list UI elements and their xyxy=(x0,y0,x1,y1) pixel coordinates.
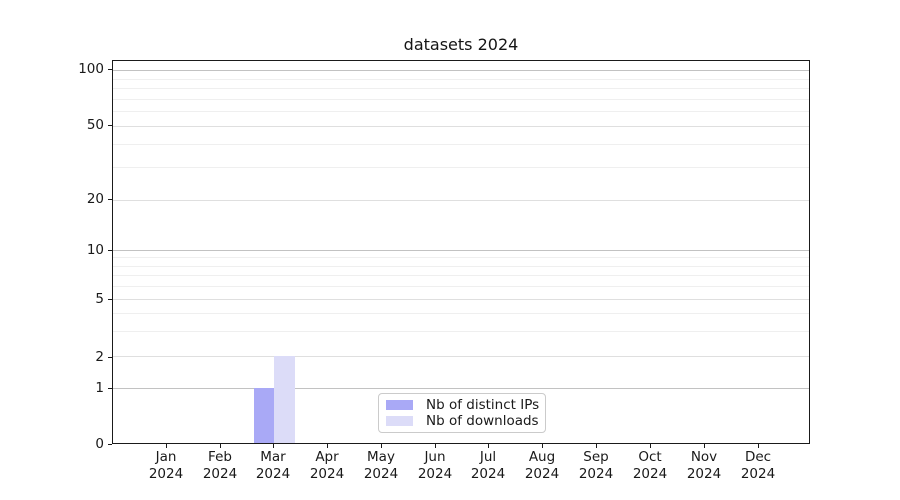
x-tick-label: Sep 2024 xyxy=(578,449,614,482)
y-tick-label: 0 xyxy=(95,436,104,452)
y-tick-mark xyxy=(108,199,112,200)
y-minor-gridline xyxy=(113,275,809,277)
bar-nb-of-downloads xyxy=(274,356,296,443)
legend-label: Nb of downloads xyxy=(426,413,539,430)
chart-title: datasets 2024 xyxy=(403,35,519,54)
y-gridline xyxy=(113,199,809,201)
legend-item: Nb of downloads xyxy=(379,413,545,429)
y-minor-gridline xyxy=(113,166,809,168)
y-minor-gridline xyxy=(113,143,809,145)
y-tick-mark xyxy=(108,69,112,70)
x-tick-label: Jun 2024 xyxy=(417,449,453,482)
x-tick-mark xyxy=(758,444,759,448)
x-tick-mark xyxy=(273,444,274,448)
y-minor-gridline xyxy=(113,286,809,288)
y-major-gridline xyxy=(113,70,809,72)
y-tick-label: 5 xyxy=(95,291,104,307)
x-tick-mark xyxy=(327,444,328,448)
y-minor-gridline xyxy=(113,265,809,267)
y-tick-label: 2 xyxy=(95,349,104,365)
x-tick-mark xyxy=(542,444,543,448)
plot-area xyxy=(112,60,810,444)
y-minor-gridline xyxy=(113,330,809,332)
y-tick-mark xyxy=(108,388,112,389)
legend-box: Nb of distinct IPs Nb of downloads xyxy=(378,393,546,433)
x-tick-mark xyxy=(596,444,597,448)
y-tick-label: 1 xyxy=(95,380,104,396)
y-minor-gridline xyxy=(113,111,809,112)
legend-label: Nb of distinct IPs xyxy=(426,396,540,413)
x-tick-label: Oct 2024 xyxy=(632,449,668,482)
x-tick-mark xyxy=(704,444,705,448)
legend-swatch xyxy=(386,399,413,410)
y-tick-label: 100 xyxy=(78,61,104,77)
bar-nb-of-distinct-ips xyxy=(253,387,275,443)
legend-item: Nb of distinct IPs xyxy=(379,397,545,413)
x-tick-label: Apr 2024 xyxy=(309,449,345,482)
y-gridline xyxy=(113,125,809,127)
y-minor-gridline xyxy=(113,98,809,100)
y-tick-mark xyxy=(108,125,112,126)
y-minor-gridline xyxy=(113,257,809,259)
y-tick-mark xyxy=(108,250,112,251)
y-tick-mark xyxy=(108,357,112,358)
x-tick-mark xyxy=(650,444,651,448)
y-tick-label: 50 xyxy=(86,117,104,133)
y-major-gridline xyxy=(113,249,809,251)
x-tick-mark xyxy=(435,444,436,448)
legend-swatch xyxy=(386,416,413,427)
x-tick-label: Nov 2024 xyxy=(686,449,722,482)
x-tick-mark xyxy=(220,444,221,448)
y-tick-label: 10 xyxy=(86,242,104,258)
x-tick-label: Jul 2024 xyxy=(470,449,506,482)
x-tick-label: Feb 2024 xyxy=(202,449,238,482)
y-tick-mark xyxy=(108,299,112,300)
y-major-gridline xyxy=(113,387,809,389)
x-tick-mark xyxy=(488,444,489,448)
x-tick-mark xyxy=(166,444,167,448)
y-gridline xyxy=(113,356,809,358)
x-tick-label: May 2024 xyxy=(363,449,399,482)
x-tick-label: Aug 2024 xyxy=(524,449,560,482)
x-tick-label: Jan 2024 xyxy=(148,449,184,482)
x-tick-label: Dec 2024 xyxy=(740,449,776,482)
y-tick-label: 20 xyxy=(86,191,104,207)
x-tick-label: Mar 2024 xyxy=(255,449,291,482)
x-tick-mark xyxy=(381,444,382,448)
y-minor-gridline xyxy=(113,78,809,80)
y-gridline xyxy=(113,299,809,301)
y-minor-gridline xyxy=(113,313,809,314)
y-minor-gridline xyxy=(113,88,809,89)
y-tick-mark xyxy=(108,444,112,445)
